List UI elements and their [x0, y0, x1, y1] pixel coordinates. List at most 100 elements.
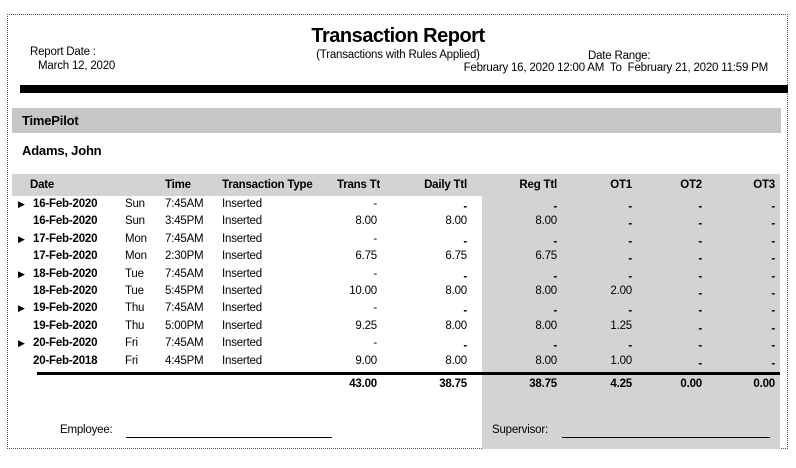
row-reg-ttl: - — [553, 270, 557, 283]
col-header-time: Time — [165, 179, 191, 191]
row-ot3: - — [771, 218, 775, 231]
row-ot1: - — [628, 201, 632, 213]
row-day: Tue — [125, 284, 144, 297]
table-row: ▶ 18-Feb-2020 Tue 7:45AM Inserted - - - … — [12, 266, 780, 283]
row-trans-ttl: - — [373, 198, 377, 210]
row-transaction-type: Inserted — [222, 337, 262, 350]
row-date: 17-Feb-2020 — [33, 250, 98, 263]
col-header-ot1: OT1 — [610, 179, 632, 191]
row-ot3: - — [771, 201, 775, 213]
report-date-label: Report Date : — [30, 46, 96, 58]
table-row: 20-Feb-2018 Fri 4:45PM Inserted 9.00 8.0… — [12, 353, 780, 370]
row-marker-arrow-icon — [18, 283, 30, 300]
supervisor-signature-line — [562, 437, 770, 438]
col-header-reg-ttl: Reg Ttl — [519, 179, 557, 191]
report-subtitle: (Transactions with Rules Applied) — [316, 49, 480, 61]
row-transaction-type: Inserted — [222, 302, 262, 315]
table-row: 17-Feb-2020 Mon 2:30PM Inserted 6.75 6.7… — [12, 248, 780, 265]
row-daily-ttl: - — [463, 270, 467, 283]
row-day: Fri — [125, 337, 138, 350]
row-marker-arrow-icon: ▶ — [18, 303, 25, 314]
transactions-table: Date Time Transaction Type Trans Ttl Dai… — [12, 174, 780, 370]
company-band: TimePilot — [12, 108, 781, 133]
row-reg-ttl: 8.00 — [535, 354, 557, 367]
row-ot1: - — [628, 305, 632, 318]
row-reg-ttl: - — [553, 340, 557, 353]
row-reg-ttl: 8.00 — [535, 215, 557, 228]
col-header-daily-ttl: Daily Ttl — [424, 179, 467, 191]
row-transaction-type: Inserted — [222, 284, 262, 297]
row-trans-ttl: - — [373, 232, 377, 245]
row-ot2: - — [698, 235, 702, 248]
row-transaction-type: Inserted — [222, 319, 262, 332]
employee-signature-label: Employee: — [60, 424, 113, 436]
row-ot2: - — [698, 340, 702, 353]
row-reg-ttl: 6.75 — [535, 250, 557, 263]
col-header-date: Date — [30, 179, 55, 191]
row-ot3: - — [771, 305, 775, 318]
row-date: 20-Feb-2018 — [33, 354, 98, 367]
row-ot2: - — [698, 287, 702, 300]
row-daily-ttl: 8.00 — [445, 354, 467, 367]
total-ot2: 0.00 — [680, 378, 702, 390]
row-transaction-type: Inserted — [222, 215, 262, 228]
date-range-value: February 16, 2020 12:00 AM To February 2… — [463, 62, 769, 74]
row-ot3: - — [771, 235, 775, 248]
row-ot3: - — [771, 253, 775, 266]
row-transaction-type: Inserted — [222, 232, 262, 245]
row-ot3: - — [771, 357, 775, 370]
row-reg-ttl: 8.00 — [535, 319, 557, 332]
table-row: 19-Feb-2020 Thu 5:00PM Inserted 9.25 8.0… — [12, 318, 780, 335]
row-transaction-type: Inserted — [222, 198, 262, 210]
row-reg-ttl: - — [553, 201, 557, 213]
row-time: 3:45PM — [165, 215, 204, 228]
report-date-value: March 12, 2020 — [38, 60, 116, 72]
row-date: 19-Feb-2020 — [33, 302, 98, 315]
col-header-ot2: OT2 — [680, 179, 702, 191]
report-title: Transaction Report — [311, 25, 485, 47]
row-marker-arrow-icon: ▶ — [18, 338, 25, 349]
row-daily-ttl: 8.00 — [445, 319, 467, 332]
row-ot1: - — [628, 340, 632, 353]
employee-signature-line — [126, 437, 332, 438]
row-ot1: - — [628, 235, 632, 248]
row-date: 20-Feb-2020 — [33, 337, 98, 350]
row-marker-arrow-icon: ▶ — [18, 199, 25, 209]
row-ot2: - — [698, 357, 702, 370]
row-ot1: - — [628, 218, 632, 231]
row-date: 19-Feb-2020 — [33, 319, 98, 332]
overtime-columns-shading — [482, 174, 780, 449]
table-row: ▶ 19-Feb-2020 Thu 7:45AM Inserted - - - … — [12, 300, 780, 317]
row-ot3: - — [771, 340, 775, 353]
row-trans-ttl: - — [373, 302, 377, 315]
row-ot1: - — [628, 270, 632, 283]
row-daily-ttl: - — [463, 235, 467, 248]
row-time: 7:45AM — [165, 267, 204, 280]
row-time: 7:45AM — [165, 302, 204, 315]
row-date: 18-Feb-2020 — [33, 267, 98, 280]
row-day: Mon — [125, 250, 147, 263]
total-daily-ttl: 38.75 — [439, 378, 467, 390]
row-ot1: 2.00 — [610, 284, 632, 297]
col-header-transaction-type: Transaction Type — [222, 179, 313, 191]
table-row: ▶ 20-Feb-2020 Fri 7:45AM Inserted - - - … — [12, 335, 780, 352]
row-ot3: - — [771, 270, 775, 283]
table-header-row: Date Time Transaction Type Trans Ttl Dai… — [12, 174, 780, 196]
row-ot1: 1.00 — [610, 354, 632, 367]
row-transaction-type: Inserted — [222, 250, 262, 263]
row-time: 7:45AM — [165, 198, 204, 210]
totals-divider-line — [37, 372, 780, 375]
table-row: 16-Feb-2020 Sun 3:45PM Inserted 8.00 8.0… — [12, 213, 780, 230]
row-time: 5:45PM — [165, 284, 204, 297]
row-date: 16-Feb-2020 — [33, 198, 98, 210]
page-dotted-border — [7, 14, 788, 449]
row-trans-ttl: - — [373, 337, 377, 350]
row-marker-arrow-icon: ▶ — [18, 233, 25, 244]
row-marker-arrow-icon: ▶ — [18, 268, 25, 279]
row-ot1: 1.25 — [610, 319, 632, 332]
employee-name: Adams, John — [22, 143, 102, 158]
supervisor-signature-label: Supervisor: — [492, 424, 548, 436]
row-day: Thu — [125, 319, 145, 332]
row-trans-ttl: - — [373, 267, 377, 280]
row-day: Sun — [125, 198, 145, 210]
